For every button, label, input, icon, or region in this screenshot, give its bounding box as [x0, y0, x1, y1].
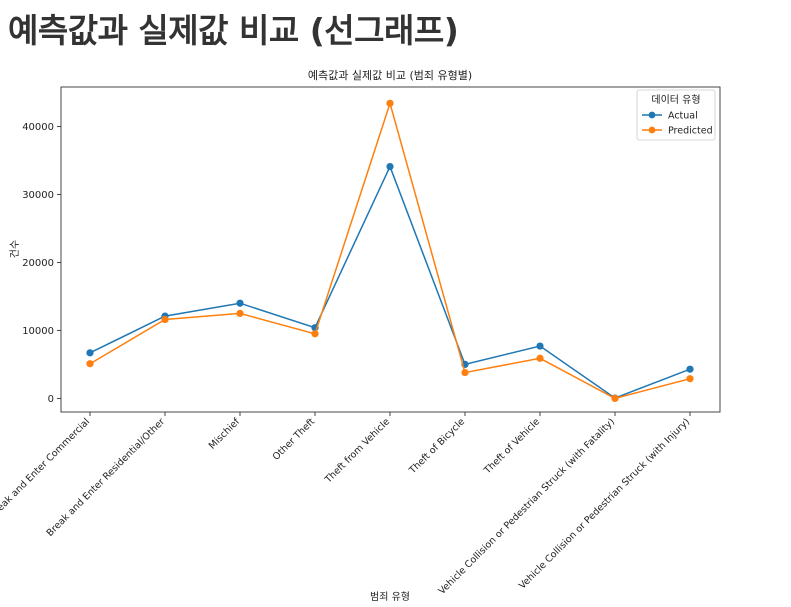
- legend-label-predicted: Predicted: [668, 126, 713, 137]
- x-tick-label: Other Theft: [271, 416, 318, 463]
- data-point-predicted: [686, 375, 694, 383]
- x-tick-label: Mischief: [207, 416, 243, 452]
- data-point-predicted: [236, 309, 244, 318]
- plot-area-frame: [60, 86, 721, 413]
- x-tick-label: Vehicle Collision or Pedestrian Struck (…: [517, 416, 692, 591]
- x-tick-label: Theft from Vehicle: [322, 416, 392, 486]
- y-tick-label: 40000: [22, 122, 54, 133]
- data-point-predicted: [536, 354, 544, 362]
- x-tick-label: Break and Enter Residential/Other: [45, 416, 168, 539]
- legend-marker-predicted: [648, 126, 656, 134]
- chart-title: 예측값과 실제값 비교 (범죄 유형별): [308, 69, 472, 82]
- x-tick-label: Theft of Bicycle: [407, 416, 468, 477]
- data-point-predicted: [611, 394, 619, 403]
- y-axis-label: 건수: [9, 240, 21, 258]
- data-point-predicted: [311, 330, 319, 338]
- series-line-actual: [89, 164, 691, 399]
- data-point-actual: [536, 342, 544, 350]
- data-point-actual: [236, 299, 244, 307]
- data-point-predicted: [461, 368, 469, 377]
- data-point-predicted: [86, 360, 94, 368]
- y-axis: 0 10000 20000 30000 40000: [22, 122, 61, 405]
- page-title: 예측값과 실제값 비교 (선그래프): [8, 11, 459, 50]
- data-point-predicted: [161, 315, 169, 324]
- legend-marker-actual: [648, 111, 656, 119]
- y-tick-label: 20000: [22, 258, 54, 269]
- y-tick-label: 10000: [22, 326, 54, 337]
- data-point-actual: [686, 365, 694, 373]
- x-axis-label: 범죄 유형: [370, 591, 410, 603]
- legend-title: 데이터 유형: [651, 94, 700, 106]
- x-tick-label: Vehicle Collision or Pedestrian Struck (…: [437, 416, 618, 597]
- y-tick-label: 30000: [22, 190, 54, 201]
- legend-label-actual: Actual: [668, 111, 698, 122]
- legend-box: [636, 89, 716, 141]
- series-group: [86, 99, 694, 403]
- y-tick-label: 0: [48, 394, 54, 405]
- series-line-predicted: [89, 100, 691, 400]
- data-point-predicted: [386, 99, 394, 107]
- data-point-actual: [86, 349, 94, 357]
- legend: 데이터 유형 Actual Predicted: [636, 89, 716, 141]
- data-point-actual: [386, 162, 394, 171]
- x-tick-label: Theft of Vehicle: [481, 416, 542, 477]
